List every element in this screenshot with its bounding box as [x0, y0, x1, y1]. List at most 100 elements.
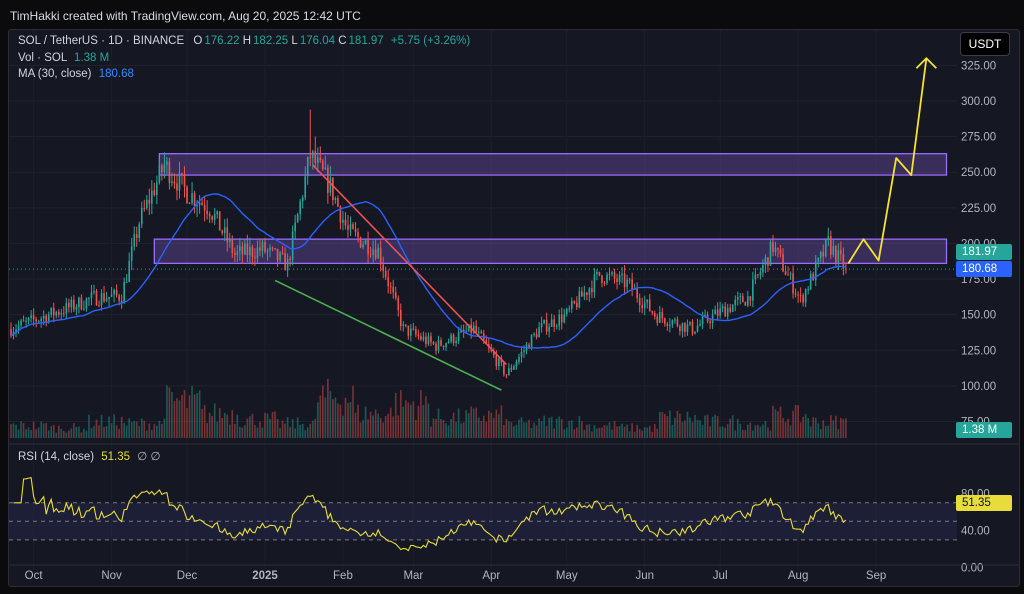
- candle-body: [467, 324, 470, 332]
- candle-body: [47, 314, 50, 323]
- volume-bar: [98, 425, 100, 438]
- volume-bar: [171, 391, 173, 438]
- volume-bar: [799, 422, 802, 438]
- volume-bar: [55, 432, 58, 438]
- candle-body: [714, 309, 716, 315]
- candle-body: [835, 246, 837, 263]
- candle-body: [548, 326, 550, 332]
- volume-bar: [208, 412, 211, 438]
- candle-body: [70, 299, 73, 308]
- volume-bar: [299, 425, 302, 438]
- resistance-zone[interactable]: [153, 238, 948, 265]
- candle-body: [35, 319, 37, 322]
- price-chart[interactable]: 75.00100.00125.00150.00175.00200.00225.0…: [9, 30, 1019, 586]
- volume-bar: [168, 387, 171, 438]
- volume-bar: [809, 426, 812, 438]
- candle-body: [145, 199, 148, 208]
- candle-body: [75, 307, 78, 310]
- candle-body: [264, 241, 266, 252]
- candle-body: [133, 234, 136, 247]
- candle-body: [608, 274, 611, 276]
- volume-bar: [244, 425, 246, 438]
- candle-body: [666, 323, 669, 327]
- candle-body: [787, 274, 789, 276]
- support-trendline[interactable]: [274, 279, 502, 391]
- descending-trendline[interactable]: [312, 164, 507, 366]
- volume-bar: [493, 418, 495, 438]
- candle-body: [410, 328, 412, 336]
- candle-body: [729, 307, 732, 312]
- candle-body: [32, 315, 35, 320]
- candle-body: [799, 295, 802, 297]
- volume-bar: [523, 422, 525, 438]
- rsi-axis-tick: 40.00: [961, 526, 990, 538]
- candle-body: [543, 319, 545, 324]
- volume-bar: [694, 414, 696, 438]
- volume-bar: [533, 422, 535, 438]
- volume-bar: [706, 414, 709, 438]
- volume-bar: [470, 406, 473, 438]
- currency-button[interactable]: USDT: [960, 32, 1010, 56]
- candle-body: [628, 279, 631, 281]
- candle-body: [148, 199, 151, 204]
- volume-bar: [188, 395, 191, 438]
- candle-body: [651, 311, 654, 314]
- volume-bar: [68, 430, 70, 438]
- candle-body: [716, 309, 719, 316]
- volume-bar: [829, 415, 832, 438]
- projection-path[interactable]: [847, 58, 928, 264]
- candle-body: [653, 313, 656, 317]
- candle-body: [638, 298, 641, 306]
- candle-body: [842, 254, 845, 269]
- volume-bar: [259, 421, 261, 438]
- candle-body: [392, 286, 395, 293]
- volume-bar: [616, 426, 618, 438]
- volume-bar: [163, 418, 166, 438]
- volume-bar: [482, 415, 485, 438]
- volume-bar: [327, 378, 329, 438]
- candle-body: [95, 290, 98, 306]
- candle-body: [435, 343, 437, 351]
- volume-bar: [153, 424, 156, 438]
- resistance-zone[interactable]: [158, 153, 948, 176]
- chart-frame[interactable]: 75.00100.00125.00150.00175.00200.00225.0…: [8, 29, 1020, 587]
- candle-body: [679, 325, 681, 332]
- volume-bar: [741, 429, 744, 438]
- volume-bar: [359, 422, 362, 438]
- volume-bar: [691, 422, 694, 438]
- volume-bar: [840, 417, 842, 438]
- volume-bar: [570, 420, 573, 438]
- candle-body: [138, 224, 141, 238]
- rsi-label: RSI (14, close): [18, 451, 95, 463]
- candle-body: [475, 325, 478, 332]
- ma-tag: 180.68: [956, 261, 1012, 277]
- volume-bar: [261, 427, 264, 438]
- candle-body: [128, 260, 131, 282]
- candle-body: [344, 219, 347, 226]
- volume-bar: [274, 411, 276, 438]
- volume-bar: [279, 428, 281, 438]
- volume-bar: [789, 425, 792, 438]
- volume-bar: [201, 408, 203, 438]
- credit-text: TimHakki created with TradingView.com, A…: [10, 9, 361, 23]
- candle-body: [694, 331, 696, 334]
- candle-body: [457, 332, 460, 341]
- candle-body: [211, 216, 213, 220]
- volume-bar: [103, 427, 105, 438]
- symbol-name: SOL / TetherUS · 1D · BINANCE: [18, 35, 185, 47]
- candle-body: [721, 306, 724, 309]
- volume-bar: [407, 402, 410, 438]
- volume-bar: [540, 421, 543, 438]
- volume-bar: [156, 425, 158, 438]
- candle-body: [626, 279, 628, 288]
- candle-body: [809, 273, 812, 290]
- candle-body: [123, 281, 125, 304]
- candle-body: [576, 302, 578, 308]
- volume-bar: [410, 404, 412, 438]
- candle-body: [397, 298, 400, 311]
- volume-bar: [50, 426, 53, 438]
- candle-body: [726, 307, 729, 317]
- candle-body: [455, 340, 457, 344]
- volume-bar: [477, 417, 480, 438]
- price-axis-tick: 300.00: [961, 96, 996, 108]
